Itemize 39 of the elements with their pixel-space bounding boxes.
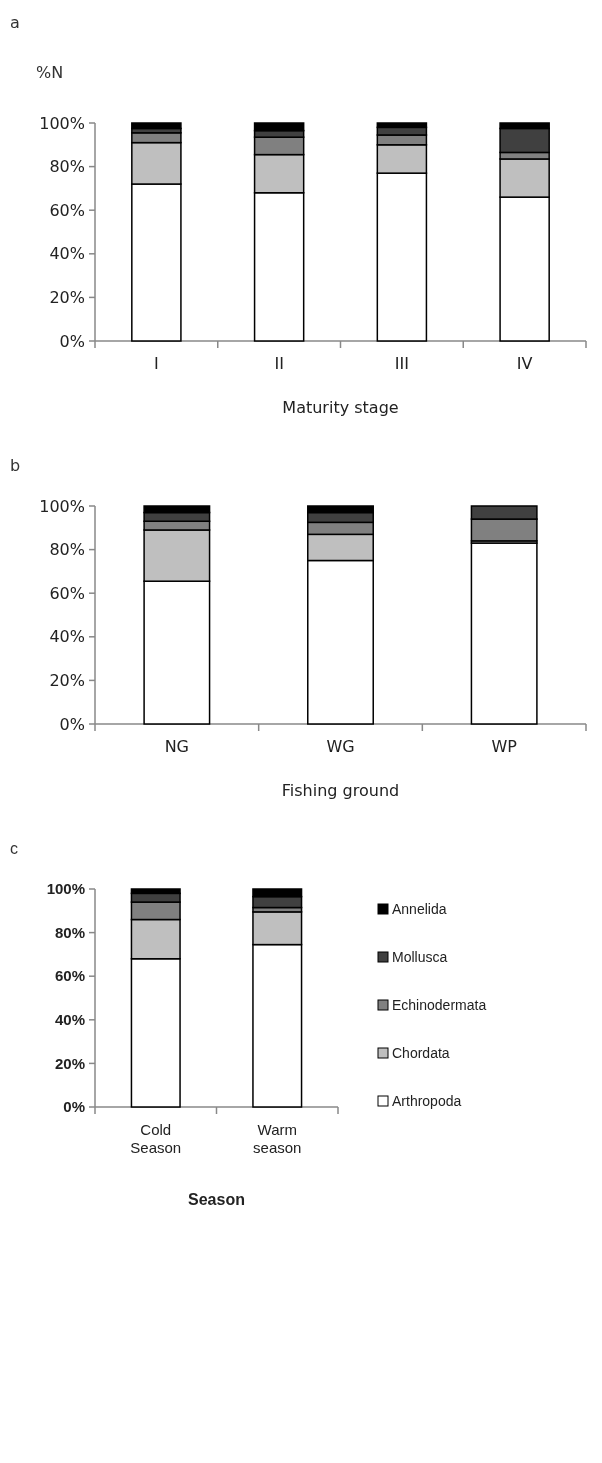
legend-label: Arthropoda <box>392 1092 462 1109</box>
x-tick-label: WP <box>491 737 518 756</box>
chart-title: a <box>10 13 20 32</box>
y-tick-label: 60% <box>54 967 85 985</box>
x-tick-label: NG <box>164 737 190 756</box>
chart-title: c <box>10 840 18 857</box>
legend-label: Echinodermata <box>392 996 487 1013</box>
y-tick-label: 80% <box>49 540 85 560</box>
y-tick-label: 80% <box>54 923 85 941</box>
y-tick-label: 60% <box>49 583 85 603</box>
legend-label: Chordata <box>392 1044 450 1061</box>
x-tick-label: II <box>274 354 284 373</box>
x-tick-label: I <box>154 354 159 373</box>
y-tick-label: 40% <box>54 1011 85 1029</box>
y-tick-label: 100% <box>39 496 85 516</box>
y-tick-label: 0% <box>59 331 85 351</box>
y-tick-label: 20% <box>54 1054 85 1072</box>
x-tick-label: III <box>394 354 409 373</box>
x-tick-label: IV <box>516 354 533 373</box>
x-axis-title: Fishing ground <box>281 781 400 800</box>
x-axis-title: Maturity stage <box>282 398 399 417</box>
y-tick-label: 0% <box>63 1098 85 1116</box>
y-axis-title: %N <box>36 63 64 82</box>
y-tick-label: 100% <box>46 880 85 898</box>
chart-title: b <box>10 456 21 475</box>
y-tick-label: 20% <box>49 288 85 307</box>
y-tick-label: 60% <box>49 200 85 220</box>
x-tick-label: Warm season <box>253 1121 302 1156</box>
legend-label: Annelida <box>392 900 447 917</box>
y-tick-label: 0% <box>59 714 85 734</box>
legend-label: Mollusca <box>392 948 448 965</box>
x-tick-label: WG <box>326 737 355 756</box>
y-tick-label: 100% <box>39 113 85 133</box>
x-tick-label: Cold Season <box>130 1121 182 1156</box>
x-axis-title: Season <box>188 1191 245 1208</box>
y-tick-label: 40% <box>49 627 85 647</box>
y-tick-label: 80% <box>49 157 85 177</box>
y-tick-label: 40% <box>49 244 85 264</box>
y-tick-label: 20% <box>49 671 85 690</box>
